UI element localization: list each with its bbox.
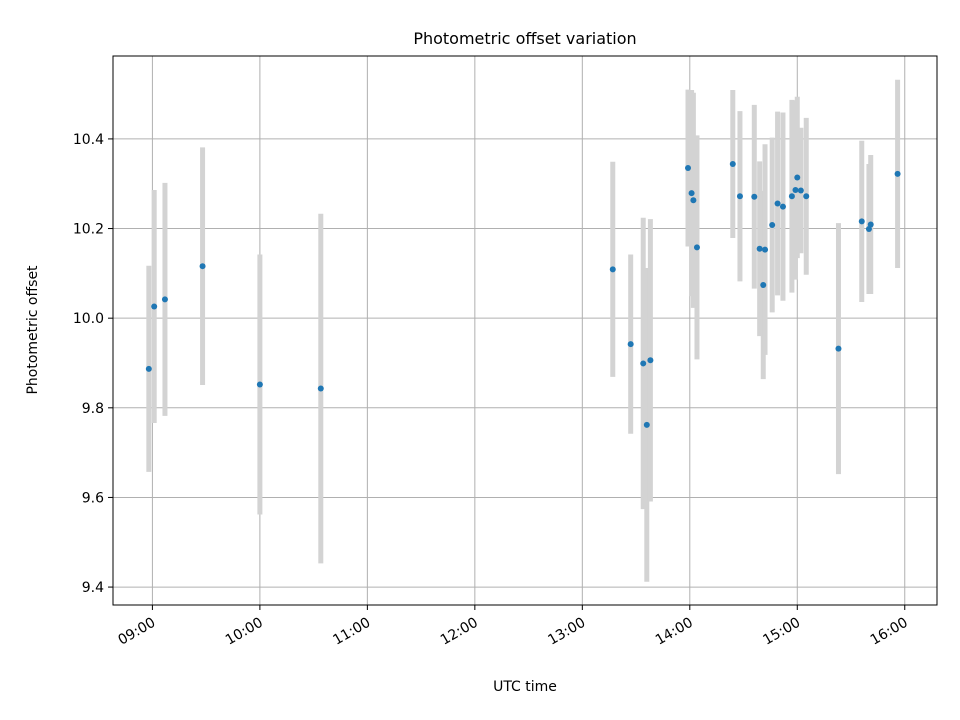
- data-point: [729, 161, 736, 168]
- data-point: [756, 245, 763, 252]
- data-point: [647, 357, 654, 364]
- x-tick-label: 09:00: [115, 615, 158, 649]
- data-point: [640, 360, 647, 367]
- y-tick-label: 10.2: [73, 222, 104, 238]
- data-point: [779, 203, 786, 210]
- data-point: [792, 187, 799, 194]
- data-point: [803, 193, 810, 200]
- data-point: [769, 221, 776, 228]
- data-point: [867, 221, 874, 228]
- x-tick-label: 11:00: [330, 615, 373, 649]
- x-tick-label: 15:00: [760, 615, 803, 649]
- error-bars: [146, 79, 901, 582]
- x-axis-label: UTC time: [493, 679, 557, 695]
- data-point: [760, 282, 767, 289]
- plot-area: [112, 55, 938, 606]
- data-point: [751, 193, 758, 200]
- data-point: [317, 385, 324, 392]
- data-point: [256, 381, 263, 388]
- data-point: [693, 244, 700, 251]
- data-point: [688, 190, 695, 197]
- data-point: [609, 266, 616, 273]
- data-point: [858, 218, 865, 225]
- x-tick-label: 14:00: [653, 615, 696, 649]
- y-tick-label: 9.8: [82, 401, 104, 417]
- data-point: [685, 165, 692, 172]
- data-point: [627, 341, 634, 348]
- y-tick-label: 10.0: [73, 311, 104, 327]
- data-point: [199, 263, 206, 270]
- data-point: [151, 303, 158, 310]
- data-point: [794, 174, 801, 181]
- y-tick-label: 9.4: [82, 580, 104, 596]
- y-axis-ticks: 9.4 9.6 9.8 10.0 10.2 10.4: [73, 132, 113, 596]
- data-point: [145, 365, 152, 372]
- x-tick-label: 10:00: [223, 615, 266, 649]
- data-point: [161, 296, 168, 303]
- data-point: [788, 193, 795, 200]
- x-tick-label: 12:00: [438, 615, 481, 649]
- data-point: [643, 421, 650, 428]
- grid: [113, 56, 937, 605]
- data-point: [894, 170, 901, 177]
- chart-title: Photometric offset variation: [413, 29, 636, 48]
- data-point: [774, 200, 781, 207]
- data-point: [797, 187, 804, 194]
- data-point: [736, 193, 743, 200]
- x-tick-label: 13:00: [545, 615, 588, 649]
- x-tick-label: 16:00: [868, 615, 911, 649]
- x-axis-ticks: 09:00 10:00 11:00 12:00 13:00 14:00 15:00 16:00: [115, 605, 911, 649]
- y-tick-label: 10.4: [73, 132, 104, 148]
- data-point: [835, 345, 842, 352]
- y-tick-label: 9.6: [82, 490, 104, 506]
- data-point: [690, 197, 697, 204]
- data-points: [145, 161, 901, 428]
- data-point: [762, 246, 769, 253]
- y-axis-label: Photometric offset: [25, 265, 41, 395]
